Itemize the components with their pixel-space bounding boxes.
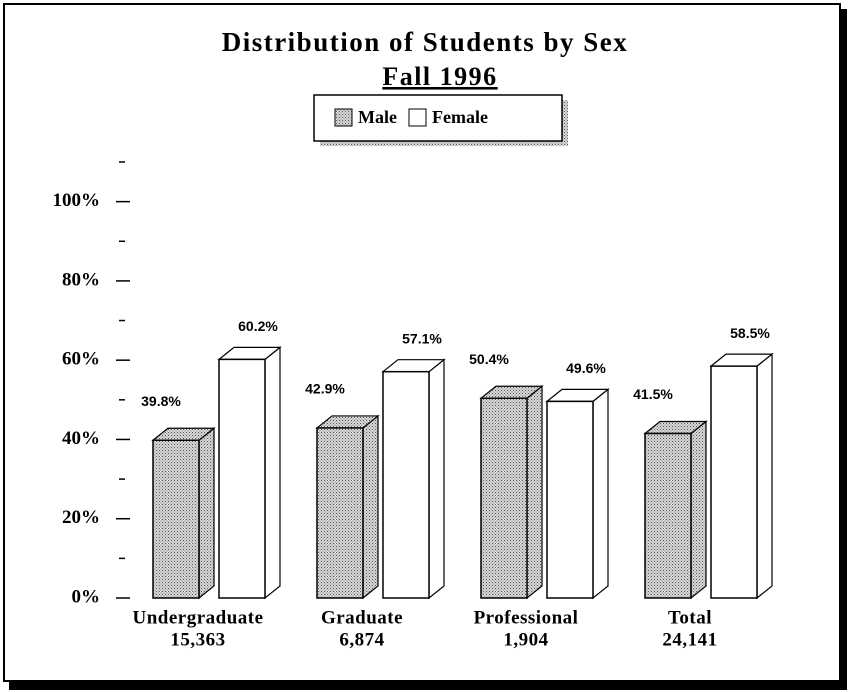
legend-swatch [334, 108, 353, 127]
legend: Male Female [313, 94, 568, 146]
bar [151, 426, 216, 600]
bar-side [428, 358, 445, 600]
bar-side [756, 352, 773, 600]
x-tick-label: Total [668, 607, 712, 628]
data-label: 57.1% [402, 330, 442, 346]
x-tick-sublabel: 1,904 [503, 629, 548, 650]
bar-front [480, 397, 528, 599]
bar-side [690, 420, 707, 600]
data-label: 49.6% [566, 360, 606, 376]
bar-side [198, 426, 215, 600]
y-tick-label: 0% [72, 586, 101, 607]
bar [545, 388, 610, 600]
legend-label: Female [432, 107, 488, 127]
bar-front [382, 370, 430, 599]
bar-side [264, 346, 281, 600]
chart-title: Distribution of Students by Sex [222, 27, 629, 57]
bar-side [592, 388, 609, 600]
bar [381, 358, 446, 600]
chart-subtitle: Fall 1996 [382, 62, 497, 91]
y-tick-label: 20% [62, 507, 100, 528]
legend-box [313, 94, 563, 142]
bar-front [644, 432, 692, 599]
x-tick-label: Undergraduate [132, 607, 263, 628]
bar [479, 384, 544, 600]
bar-side [362, 414, 379, 600]
data-label: 60.2% [238, 318, 278, 334]
bar [709, 352, 774, 600]
bar [217, 346, 282, 600]
y-tick-label: 40% [62, 428, 100, 449]
x-tick-sublabel: 24,141 [662, 629, 717, 650]
x-tick-label: Graduate [321, 607, 403, 628]
bar-side [526, 384, 543, 600]
data-label: 41.5% [633, 386, 673, 402]
legend-swatch [408, 108, 427, 127]
bar-front [218, 358, 266, 599]
x-tick-sublabel: 15,363 [170, 629, 225, 650]
bar [315, 414, 380, 600]
bar-front [710, 365, 758, 599]
y-tick-label: 100% [53, 190, 101, 211]
data-label: 50.4% [469, 351, 509, 367]
y-tick-label: 60% [62, 349, 100, 370]
bar-front [316, 427, 364, 599]
data-label: 58.5% [730, 325, 770, 341]
y-tick-label: 80% [62, 269, 100, 290]
bar-front [152, 439, 200, 599]
bar [643, 420, 708, 600]
legend-label: Male [358, 107, 397, 127]
data-label: 39.8% [141, 393, 181, 409]
data-label: 42.9% [305, 381, 345, 397]
bar-front [546, 400, 594, 599]
x-tick-sublabel: 6,874 [339, 629, 384, 650]
x-tick-label: Professional [474, 607, 579, 628]
